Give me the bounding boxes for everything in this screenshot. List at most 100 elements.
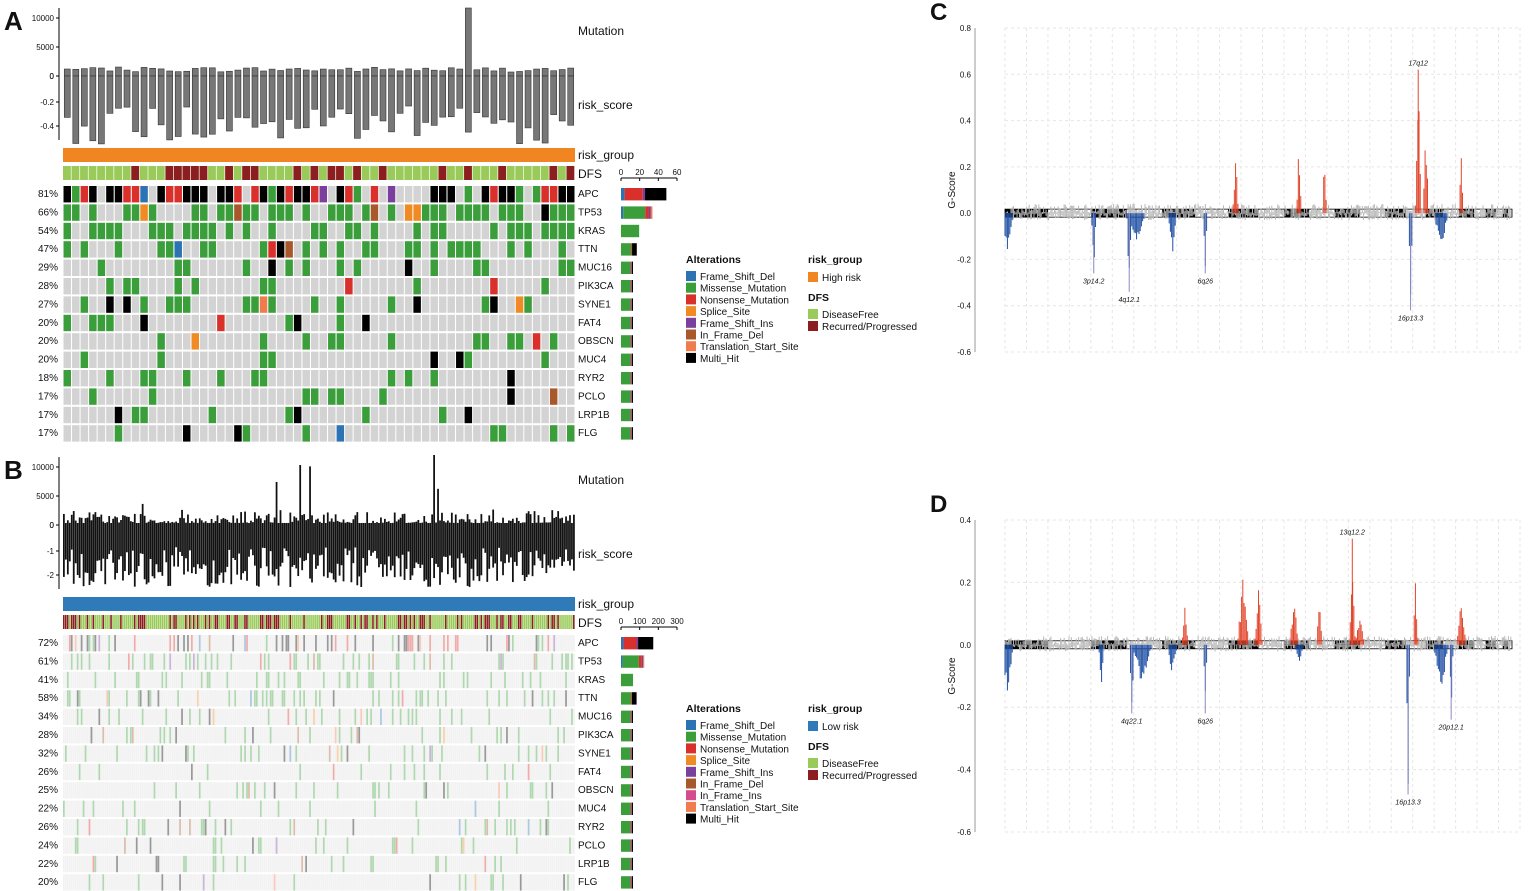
mutation-cell bbox=[181, 782, 183, 799]
risk-bar bbox=[482, 525, 485, 549]
mutation-cell bbox=[478, 819, 481, 836]
count-bar-segment bbox=[621, 353, 631, 366]
mutation-bar bbox=[567, 520, 569, 525]
mutation-cell bbox=[303, 653, 306, 670]
mutation-bar bbox=[506, 523, 508, 525]
mutation-cell bbox=[212, 653, 215, 670]
mutation-cell bbox=[187, 635, 189, 652]
mutation-cell bbox=[563, 782, 565, 799]
mutation-cell bbox=[147, 671, 150, 689]
mutation-cell bbox=[165, 635, 168, 652]
dfs-cell bbox=[502, 615, 504, 629]
mutation-cell bbox=[362, 259, 370, 276]
mutation-cell bbox=[350, 745, 353, 762]
mutation-cell bbox=[80, 204, 89, 221]
mutation-cell bbox=[161, 708, 164, 725]
mutation-cell bbox=[149, 837, 152, 854]
mutation-bar bbox=[90, 520, 93, 525]
mutation-cell bbox=[309, 727, 311, 744]
mutation-cell bbox=[299, 763, 302, 781]
mutation-cell bbox=[551, 653, 554, 670]
mutation-cell bbox=[529, 690, 532, 707]
mutation-cell bbox=[567, 727, 569, 744]
mutation-cell bbox=[437, 800, 439, 817]
mutation-cell bbox=[137, 763, 140, 781]
mutation-cell bbox=[208, 763, 211, 781]
mutation-cell bbox=[214, 690, 217, 707]
mutation-bar bbox=[510, 520, 512, 525]
mutation-cell bbox=[182, 351, 191, 368]
mutation-cell bbox=[228, 782, 231, 799]
mutation-cell bbox=[417, 727, 420, 744]
mutation-cell bbox=[265, 727, 268, 744]
mutation-cell bbox=[210, 782, 213, 799]
mutation-cell bbox=[346, 763, 349, 781]
mutation-cell bbox=[242, 727, 244, 744]
mutation-cell bbox=[481, 222, 490, 240]
count-bar-segment bbox=[622, 655, 639, 668]
mutation-cell bbox=[345, 259, 353, 276]
mutation-cell bbox=[411, 690, 414, 707]
mutation-cell bbox=[334, 653, 337, 670]
mutation-cell bbox=[281, 745, 284, 762]
mutation-bar bbox=[523, 522, 526, 525]
mutation-cell bbox=[179, 819, 181, 836]
mutation-cell bbox=[70, 782, 73, 799]
mutation-cell bbox=[445, 763, 447, 781]
risk-bar bbox=[405, 525, 408, 569]
dfs-cell bbox=[259, 615, 262, 629]
risk-group-label: risk_group bbox=[578, 148, 634, 162]
mutation-cell bbox=[532, 351, 541, 368]
mutation-cell bbox=[549, 333, 558, 350]
mutation-cell bbox=[549, 388, 558, 405]
mutation-cell bbox=[326, 653, 329, 670]
mutation-cell bbox=[529, 745, 532, 762]
mutation-cell bbox=[515, 745, 518, 762]
mutation-cell bbox=[187, 837, 189, 854]
mutation-cell bbox=[177, 690, 179, 707]
mutation-cell bbox=[344, 708, 347, 725]
mutation-cell bbox=[287, 727, 290, 744]
mutation-cell bbox=[234, 837, 237, 854]
mutation-cell bbox=[299, 653, 302, 670]
mutation-bar bbox=[472, 523, 475, 525]
mutation-cell bbox=[204, 635, 207, 652]
mutation-cell bbox=[285, 186, 293, 203]
mutation-cell bbox=[242, 653, 244, 670]
mutation-cell bbox=[473, 370, 481, 387]
mutation-cell bbox=[397, 745, 400, 762]
mutation-bar bbox=[345, 67, 353, 77]
mutation-cell bbox=[157, 186, 165, 203]
mutation-cell bbox=[165, 278, 174, 295]
mutation-cell bbox=[500, 763, 502, 781]
mutation-cell bbox=[473, 351, 481, 368]
mutation-cell bbox=[131, 204, 140, 221]
dfs-cell bbox=[114, 166, 123, 180]
risk-bar bbox=[535, 525, 538, 551]
dfs-cell bbox=[181, 615, 183, 629]
mutation-cell bbox=[443, 800, 445, 817]
mutation-cell bbox=[376, 635, 378, 652]
mutation-bar bbox=[226, 70, 233, 77]
mutation-cell bbox=[571, 635, 573, 652]
mutation-cell bbox=[141, 727, 144, 744]
mutation-cell bbox=[80, 296, 89, 313]
mutation-cell bbox=[498, 819, 500, 836]
mutation-cell bbox=[279, 727, 282, 744]
mutation-cell bbox=[157, 222, 165, 240]
mutation-cell bbox=[303, 708, 306, 725]
mutation-cell bbox=[326, 819, 329, 836]
mutation-cell bbox=[285, 800, 288, 817]
mutation-cell bbox=[200, 186, 208, 203]
mutation-cell bbox=[64, 745, 67, 762]
mutation-bar bbox=[413, 70, 421, 77]
mutation-cell bbox=[313, 635, 315, 652]
mutation-cell bbox=[515, 690, 518, 707]
count-bar-segment bbox=[621, 188, 625, 201]
dfs-cell bbox=[336, 166, 344, 180]
mutation-cell bbox=[276, 406, 285, 424]
mutation-cell bbox=[360, 690, 363, 707]
mutation-cell bbox=[393, 671, 396, 689]
mutation-cell bbox=[435, 800, 437, 817]
mutation-cell bbox=[345, 241, 353, 258]
